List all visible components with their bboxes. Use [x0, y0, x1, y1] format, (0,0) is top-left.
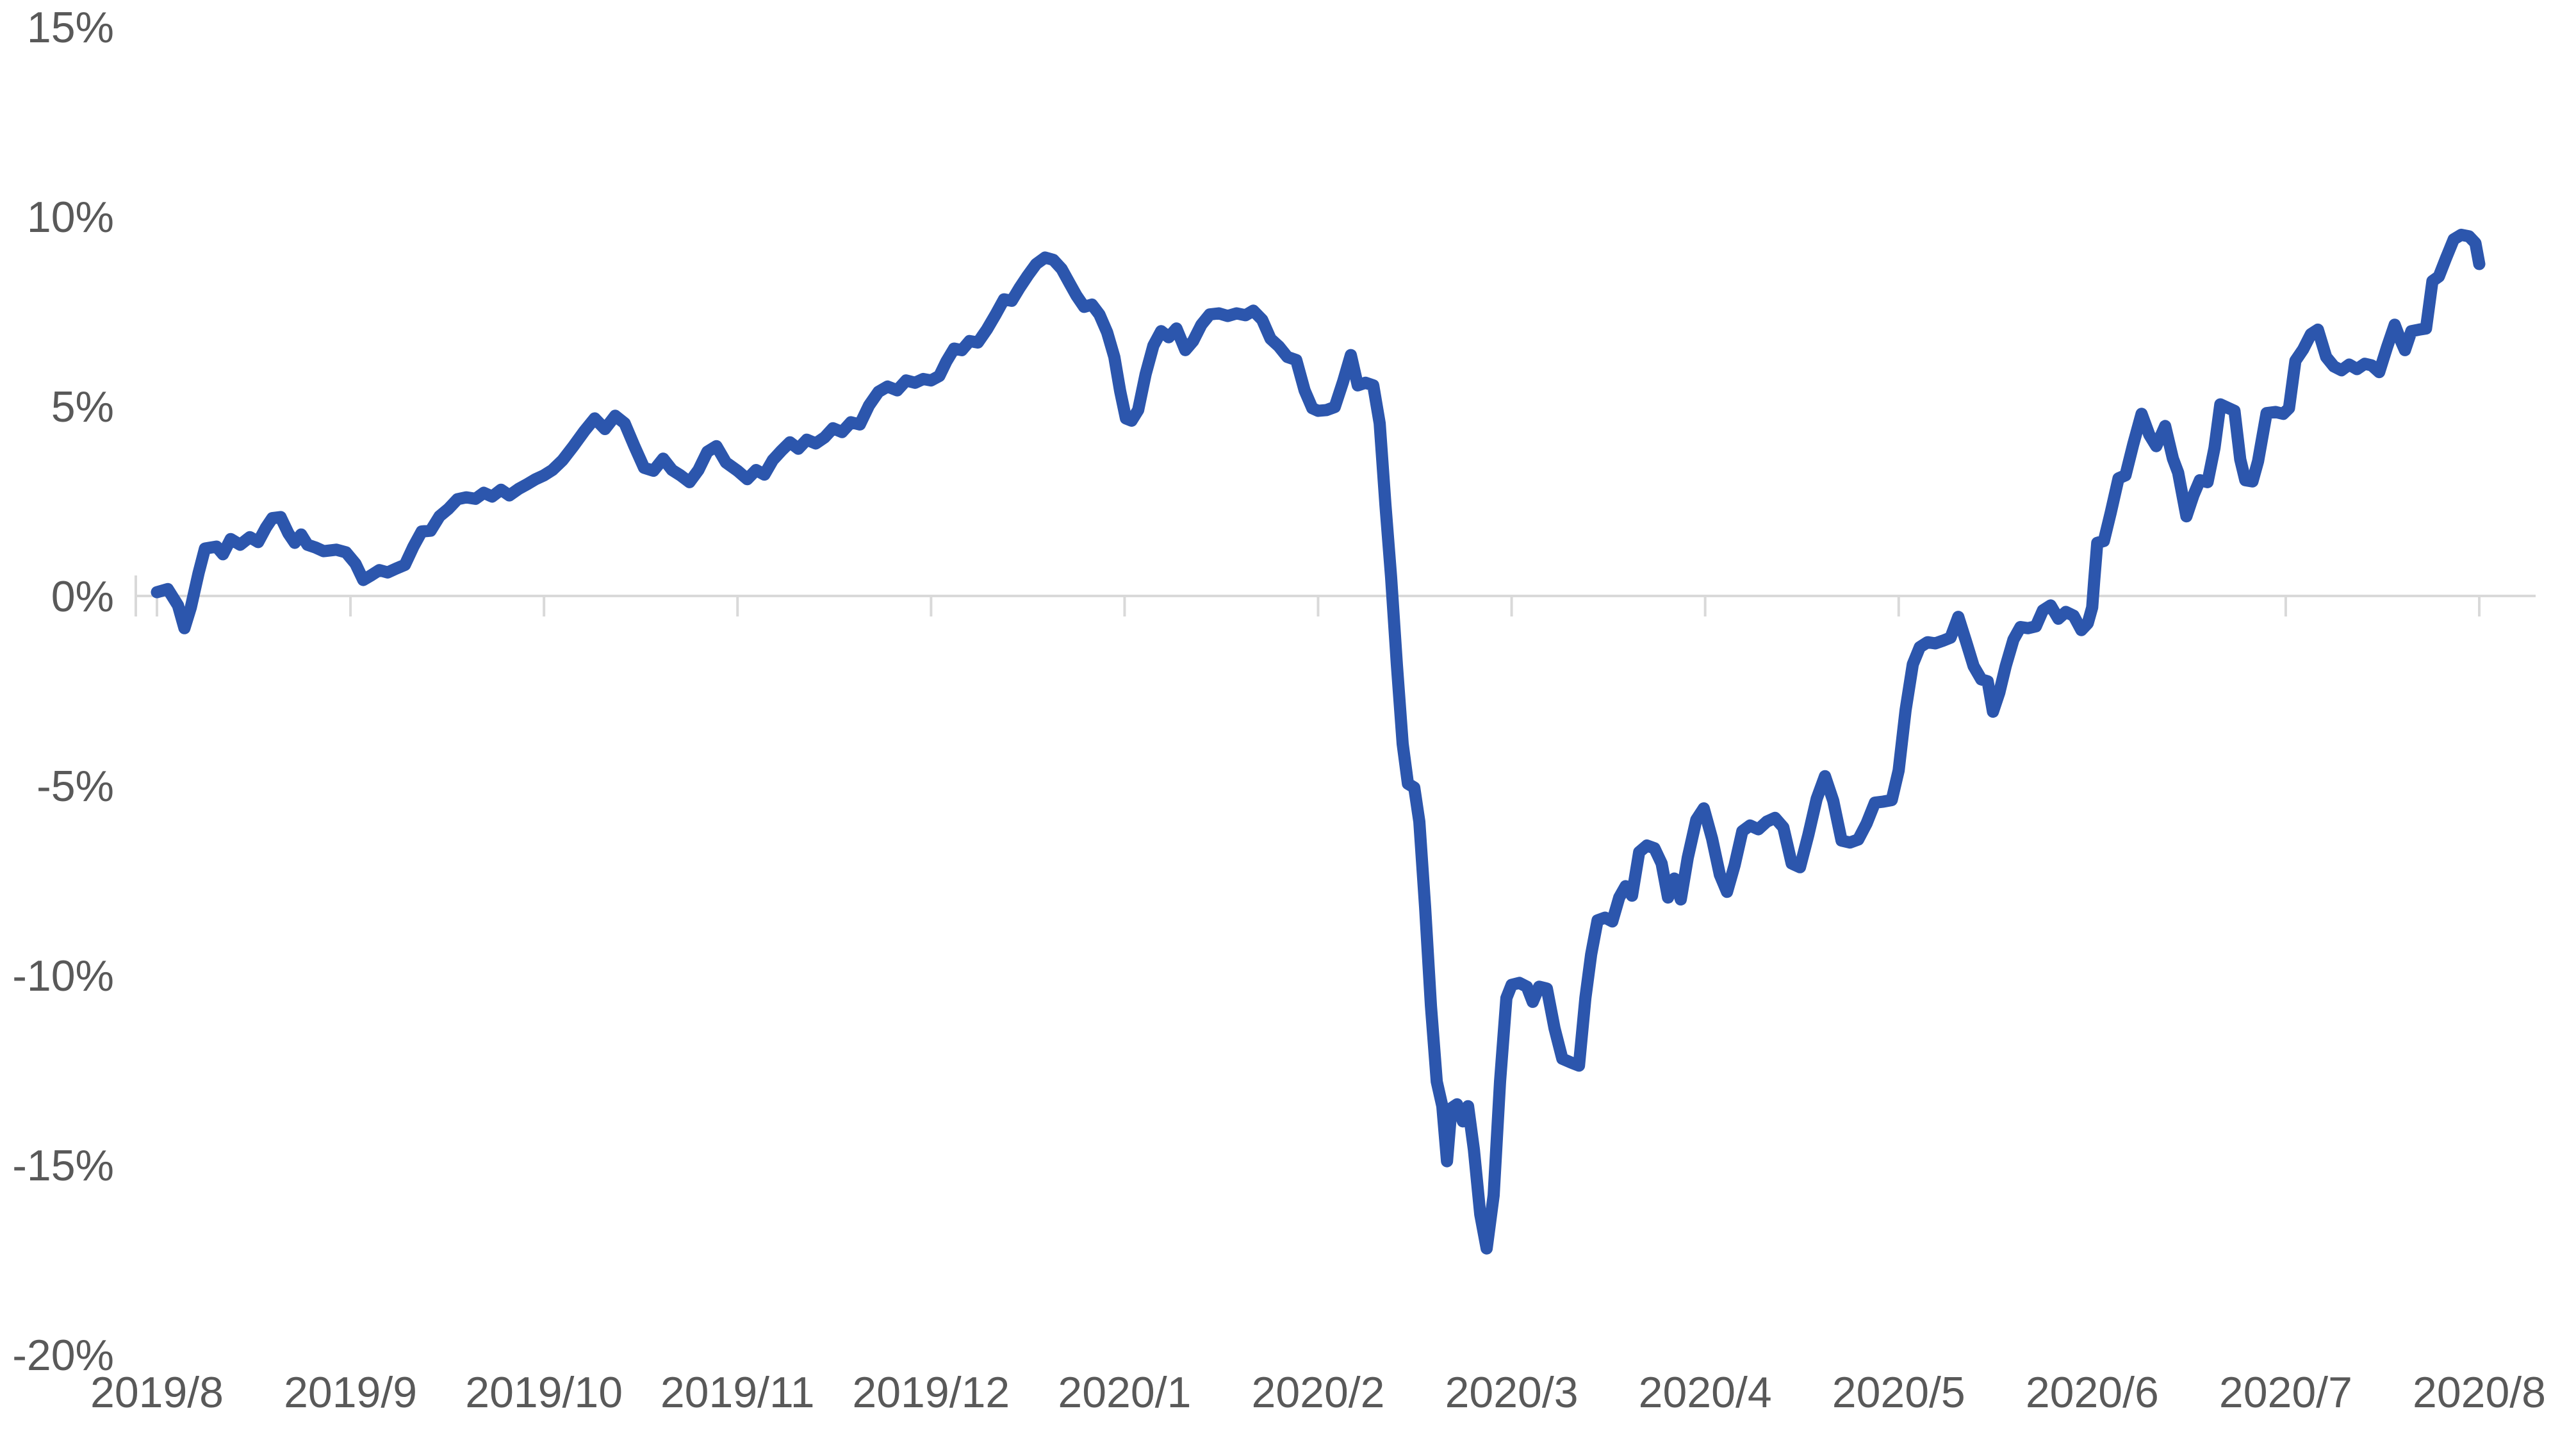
x-axis-tick-label: 2019/8: [90, 1368, 224, 1417]
x-axis-tick-label: 2020/2: [1252, 1368, 1385, 1417]
x-axis-tick-label: 2020/8: [2413, 1368, 2546, 1417]
x-axis-tick-label: 2019/11: [660, 1368, 815, 1417]
y-axis-tick-label: 0%: [51, 572, 114, 621]
x-axis-tick-label: 2020/3: [1445, 1368, 1579, 1417]
x-axis-tick-label: 2019/10: [465, 1368, 623, 1417]
y-axis-tick-label: -5%: [37, 762, 114, 811]
x-axis-tick-label: 2020/4: [1639, 1368, 1772, 1417]
y-axis-tick-label: 5%: [51, 383, 114, 431]
y-axis-tick-label: 15%: [27, 3, 114, 52]
x-axis-tick-label: 2019/12: [852, 1368, 1010, 1417]
series-line: [151, 228, 2486, 1255]
y-axis-tick-label: -15%: [12, 1141, 114, 1190]
x-axis-tick-label: 2020/1: [1058, 1368, 1191, 1417]
x-axis-tick-label: 2020/6: [2026, 1368, 2159, 1417]
x-axis-tick-label: 2020/5: [1832, 1368, 1965, 1417]
y-axis-tick-label: -20%: [12, 1331, 114, 1380]
y-axis-tick-label: 10%: [27, 193, 114, 242]
x-axis-tick-label: 2020/7: [2219, 1368, 2352, 1417]
y-axis-tick-label: -10%: [12, 952, 114, 1000]
x-axis-tick-label: 2019/9: [284, 1368, 417, 1417]
